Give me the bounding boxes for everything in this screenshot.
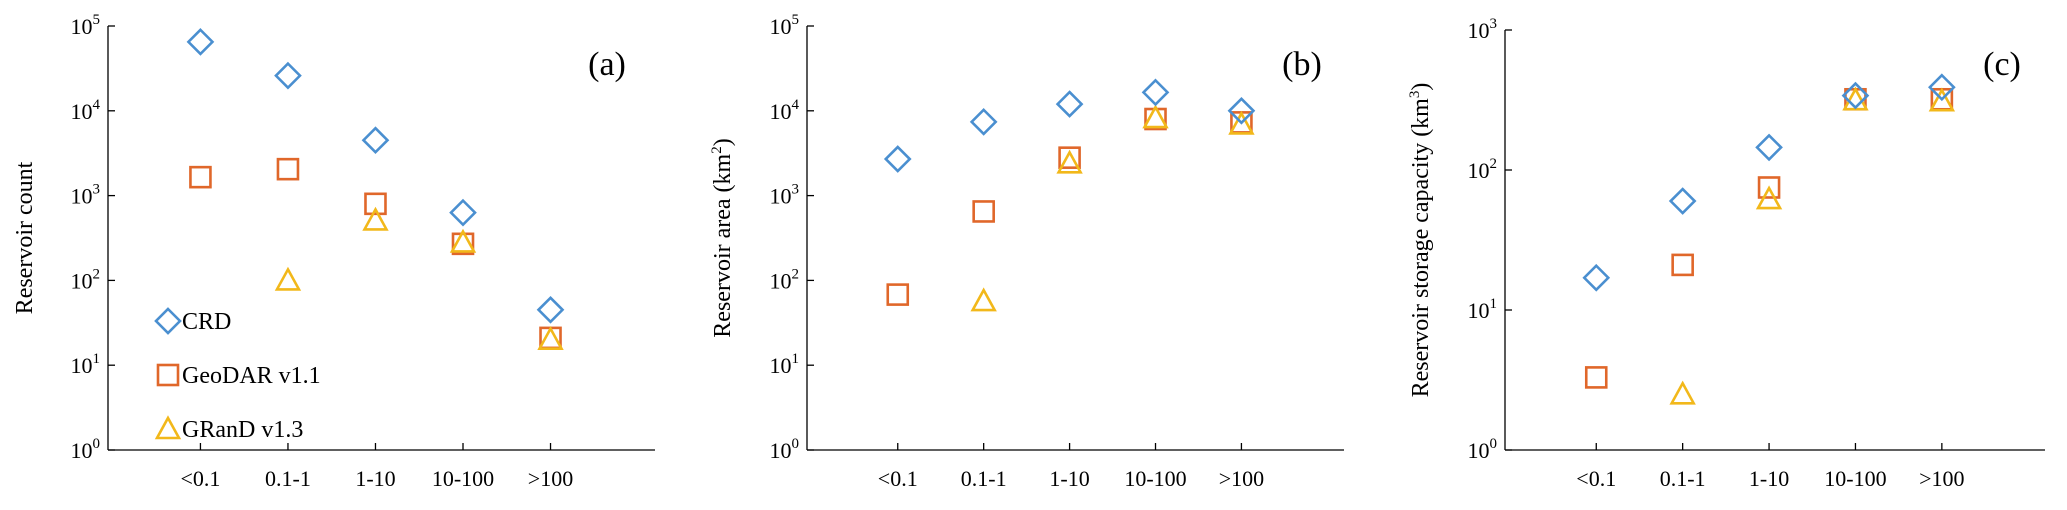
data-point <box>274 61 302 90</box>
data-point <box>1228 110 1255 135</box>
data-point <box>1227 96 1256 125</box>
x-tick-label: 0.1-1 <box>265 466 311 491</box>
y-tick-label: 101 <box>770 351 800 378</box>
data-point <box>189 165 212 189</box>
data-point <box>186 28 215 56</box>
y-tick-label: 101 <box>71 351 101 378</box>
data-point <box>364 192 387 216</box>
data-point <box>1056 149 1083 174</box>
legend-label: GRanD v1.3 <box>182 417 303 443</box>
legend-marker <box>154 307 182 335</box>
data-point <box>361 126 390 155</box>
data-point <box>1669 380 1696 405</box>
x-tick-label: 10-100 <box>1824 466 1886 491</box>
data-point <box>1584 366 1608 389</box>
y-tick-label: 104 <box>770 97 800 124</box>
data-point <box>1668 187 1697 215</box>
data-point <box>276 157 300 181</box>
data-point <box>1755 133 1783 162</box>
data-point <box>1055 90 1084 118</box>
x-tick-label: >100 <box>1219 466 1264 491</box>
data-point <box>1757 176 1781 199</box>
data-point <box>1671 253 1694 277</box>
data-point <box>1928 87 1956 112</box>
legend: CRD GeoDAR v1.1 GRanD v1.3 <box>154 307 321 443</box>
legend-label: CRD <box>182 309 231 335</box>
data-point <box>362 206 389 231</box>
y-tick-label: 105 <box>770 12 800 39</box>
x-tick-label: 1-10 <box>355 466 395 491</box>
data-point <box>969 108 998 136</box>
data-point <box>972 200 995 223</box>
data-point <box>970 287 997 312</box>
x-tick-label: <0.1 <box>878 466 918 491</box>
y-tick-label: 100 <box>1468 436 1498 463</box>
legend-marker <box>154 415 182 440</box>
x-tick-label: >100 <box>1919 466 1964 491</box>
data-point <box>537 325 564 350</box>
data-point <box>1058 146 1081 169</box>
panel-a: 100 101 102 103 104 105 <0.1 0.1-1 1-10 10-100 >10… <box>12 12 655 491</box>
data-point <box>449 228 477 253</box>
y-tick-label: 100 <box>770 436 800 463</box>
data-point <box>536 295 565 324</box>
x-tick-label: <0.1 <box>1576 466 1616 491</box>
x-tick-label: 10-100 <box>432 466 494 491</box>
y-tick-label: 100 <box>71 436 101 463</box>
legend-item: CRD <box>154 307 231 335</box>
legend-label: GeoDAR v1.1 <box>182 363 321 389</box>
x-tick-label: <0.1 <box>180 466 220 491</box>
x-tick-label: 0.1-1 <box>1660 466 1706 491</box>
data-point <box>1582 263 1611 292</box>
y-tick-label: 103 <box>1468 16 1498 43</box>
data-point <box>274 266 302 291</box>
series-crd <box>883 78 1256 173</box>
y-tick-label: 103 <box>71 182 101 209</box>
legend-item: GRanD v1.3 <box>154 415 303 443</box>
y-tick-label: 104 <box>71 97 101 124</box>
panel-c: 100 101 102 103 <0.1 0.1-1 1-10 10-100 >100 Reser… <box>1407 16 2045 491</box>
data-point <box>449 198 477 227</box>
y-axis-label: Reservoir storage capacity (km3) <box>1407 83 1434 398</box>
data-point <box>886 283 910 306</box>
x-tick-label: 1-10 <box>1749 466 1789 491</box>
series-crd <box>186 28 565 324</box>
y-axis-label: Reservoir count <box>12 161 38 314</box>
data-point <box>883 145 912 173</box>
x-tick-label: 0.1-1 <box>961 466 1007 491</box>
y-tick-label: 105 <box>71 12 101 39</box>
x-tick-label: >100 <box>528 466 573 491</box>
data-point <box>1928 73 1956 102</box>
x-tick-label: 10-100 <box>1124 466 1186 491</box>
data-point <box>1755 185 1783 210</box>
y-tick-label: 101 <box>1468 296 1498 323</box>
panel-tag: (a) <box>588 46 626 83</box>
series-grand-v1-3 <box>1669 86 1956 405</box>
series-grand-v1-3 <box>970 104 1255 312</box>
series-geodar-v1-1 <box>189 157 562 350</box>
y-axis-label: Reservoir area (km2) <box>709 138 736 337</box>
series-geodar-v1-1 <box>886 107 1253 306</box>
y-tick-label: 102 <box>71 266 101 293</box>
y-tick-label: 103 <box>770 182 800 209</box>
panel-b: 100 101 102 103 104 105 <0.1 0.1-1 1-10 10-100 >10… <box>709 12 1344 491</box>
legend-marker <box>156 363 180 387</box>
series-grand-v1-3 <box>274 206 564 350</box>
data-point <box>1142 104 1169 129</box>
series-crd <box>1582 73 1956 292</box>
data-point <box>1841 81 1870 110</box>
data-point <box>1141 78 1170 107</box>
y-tick-label: 102 <box>770 266 800 293</box>
panel-tag: (c) <box>1983 46 2021 83</box>
y-tick-label: 102 <box>1468 156 1498 183</box>
x-tick-label: 1-10 <box>1049 466 1089 491</box>
legend-item: GeoDAR v1.1 <box>156 363 321 389</box>
panel-tag: (b) <box>1282 46 1322 83</box>
